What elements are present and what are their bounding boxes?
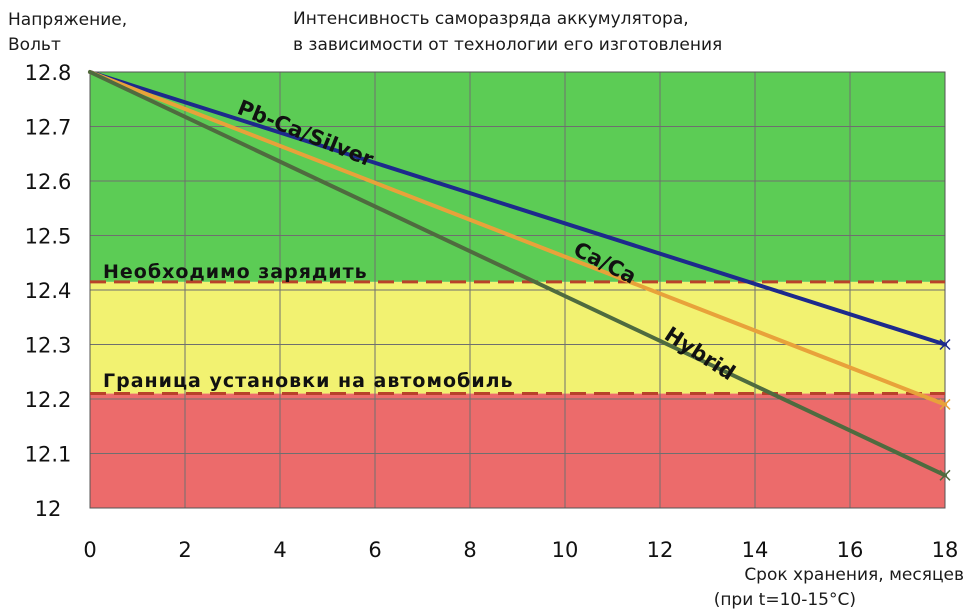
chart-title-line-1: Интенсивность саморазряда аккумулятора, bbox=[293, 9, 689, 29]
y-tick-label-1: 12.1 bbox=[25, 443, 72, 467]
y-tick-label-5: 12.5 bbox=[25, 225, 72, 249]
x-tick-label-6: 12 bbox=[647, 538, 674, 562]
x-tick-label-1: 2 bbox=[178, 538, 191, 562]
x-tick-label-0: 0 bbox=[83, 538, 96, 562]
series-end-marker-2 bbox=[939, 469, 951, 481]
y-tick-labels: 12 12.1 12.2 12.3 12.4 12.5 12.6 12.7 12.8 bbox=[25, 61, 72, 521]
y-tick-label-8: 12.8 bbox=[25, 61, 72, 85]
x-tick-label-8: 16 bbox=[837, 538, 864, 562]
series-lines bbox=[88, 70, 951, 481]
threshold-label-charge: Необходимо зарядить bbox=[103, 261, 368, 283]
y-axis-label-line-2: Вольт bbox=[8, 35, 61, 55]
plot-border bbox=[89, 71, 946, 509]
series-end-marker-1 bbox=[939, 398, 951, 410]
zone-band-2 bbox=[90, 72, 945, 282]
x-tick-label-7: 14 bbox=[742, 538, 769, 562]
x-tick-label-9: 18 bbox=[932, 538, 959, 562]
zone-band-0 bbox=[90, 393, 945, 508]
x-tick-label-4: 8 bbox=[463, 538, 476, 562]
series-line-2 bbox=[88, 70, 947, 478]
x-tick-label-5: 10 bbox=[552, 538, 579, 562]
y-tick-label-4: 12.4 bbox=[25, 279, 72, 303]
y-tick-label-7: 12.7 bbox=[25, 116, 72, 140]
x-tick-label-2: 4 bbox=[273, 538, 286, 562]
x-axis-label-line-1: Срок хранения, месяцев bbox=[744, 565, 964, 585]
series-line-1 bbox=[88, 70, 947, 407]
y-tick-label-2: 12.2 bbox=[25, 388, 72, 412]
x-tick-labels: 0 2 4 6 8 10 12 14 16 18 bbox=[83, 538, 958, 562]
y-tick-label-3: 12.3 bbox=[25, 334, 72, 358]
threshold-label-install: Граница установки на автомобиль bbox=[103, 370, 514, 392]
y-axis-label-line-1: Напряжение, bbox=[8, 10, 127, 30]
x-axis-label-line-2: (при t=10-15°C) bbox=[714, 590, 856, 610]
chart-title-line-2: в зависимости от технологии его изготовл… bbox=[293, 35, 722, 55]
x-tick-label-3: 6 bbox=[368, 538, 381, 562]
series-end-marker-0 bbox=[939, 338, 951, 351]
y-tick-label-0: 12 bbox=[35, 497, 62, 521]
y-tick-label-6: 12.6 bbox=[25, 170, 72, 194]
series-line-0 bbox=[88, 70, 947, 347]
